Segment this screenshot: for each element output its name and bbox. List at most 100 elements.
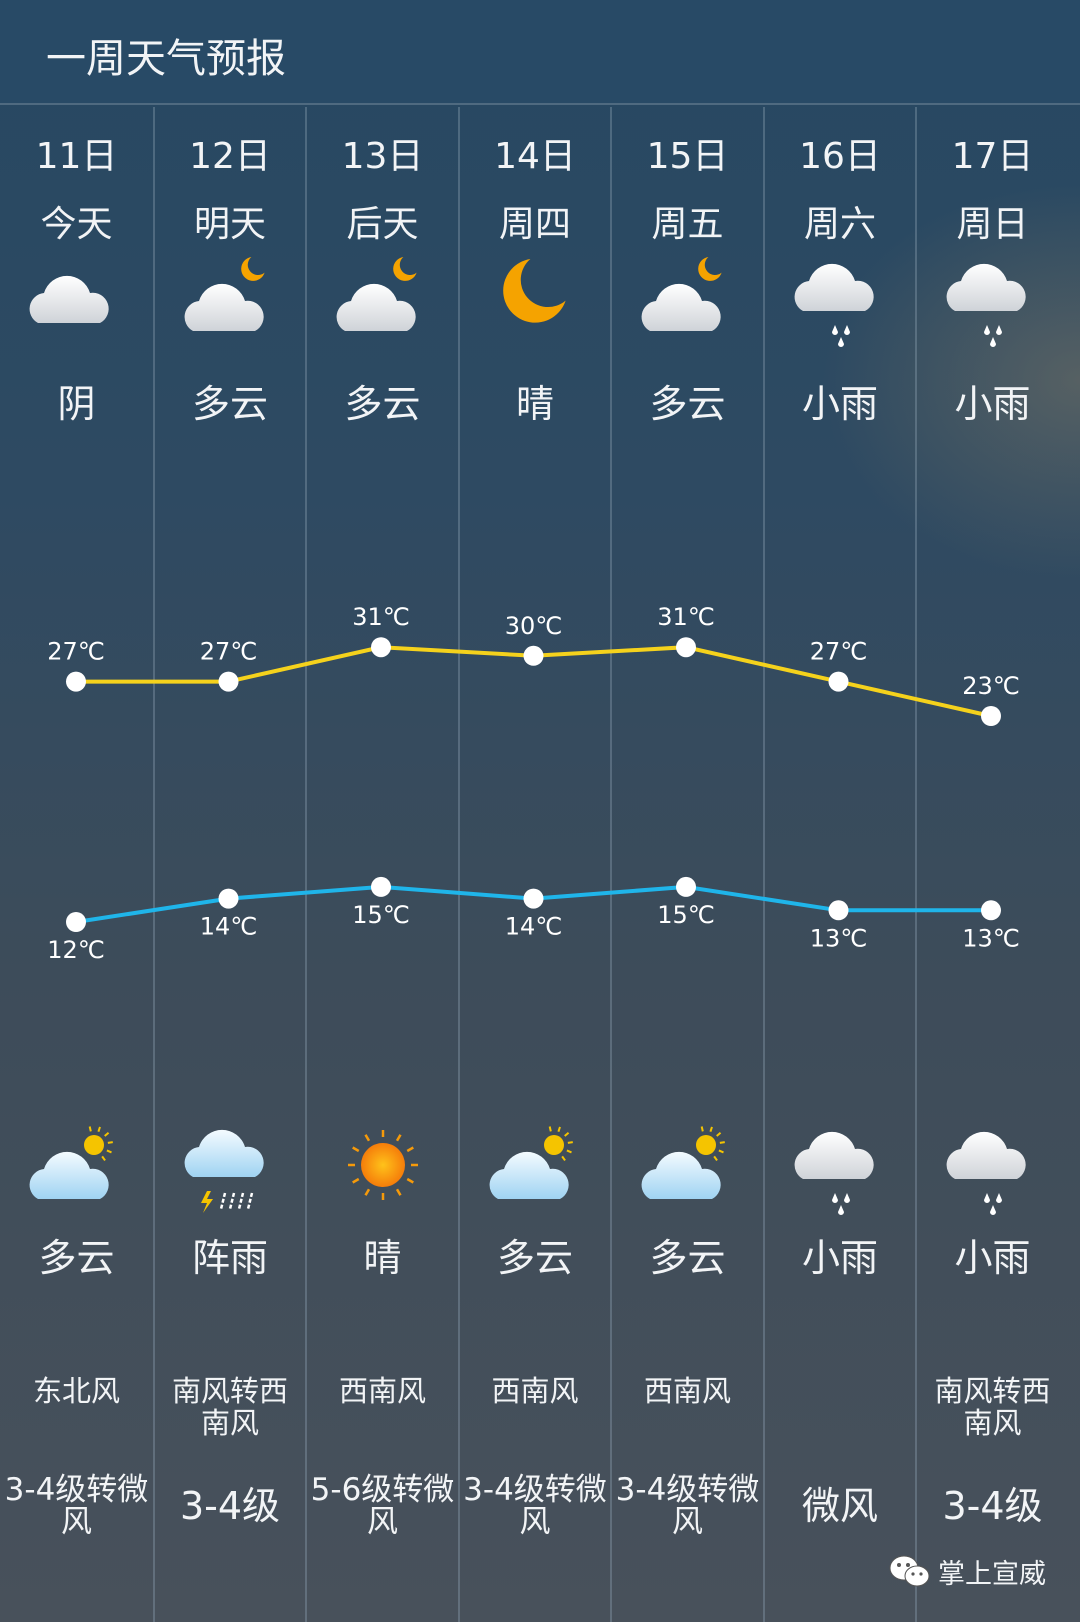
low-temp-label: 14℃ <box>505 913 563 941</box>
wind-direction: 南风转西南风 <box>171 1374 288 1440</box>
low-temp-label: 15℃ <box>352 901 410 929</box>
day-weekday: 后天 <box>346 204 419 245</box>
partly-cloudy-night-icon <box>181 255 281 350</box>
day-weather: 阴 <box>57 382 96 426</box>
low-temp-point <box>218 888 239 909</box>
high-temp-label: 31℃ <box>657 603 715 631</box>
low-temp-label: 15℃ <box>657 901 715 929</box>
low-temp-point <box>676 876 696 897</box>
day-weather: 晴 <box>515 382 554 426</box>
high-temp-point <box>66 671 86 692</box>
night-weather: 晴 <box>363 1236 402 1280</box>
low-temp-label: 13℃ <box>962 924 1020 952</box>
wind-level-text: 微风 <box>801 1484 878 1528</box>
partly-cloudy-day-icon <box>26 1123 126 1218</box>
day-column: 11日 今天 阴 多云 东北风 3-4级转微风 <box>0 107 153 1622</box>
wechat-icon <box>889 1555 930 1586</box>
wind-level: 3-4级转微风 <box>0 1472 153 1540</box>
day-weekday: 周日 <box>956 204 1029 245</box>
low-temp-point <box>523 888 544 909</box>
low-temp-point <box>371 876 391 897</box>
night-weather: 阵雨 <box>191 1236 268 1280</box>
day-column: 14日 周四 晴 多云 西南风 3-4级转微风 <box>457 107 611 1622</box>
wind-level-text: 3-4级转微风 <box>4 1472 149 1540</box>
brand-watermark: 掌上宣威 <box>888 1552 1046 1591</box>
wind-level-text: 5-6级转微风 <box>310 1472 455 1540</box>
day-weekday: 周五 <box>651 204 724 245</box>
light-rain-icon <box>943 255 1043 350</box>
light-rain-icon <box>943 1123 1043 1218</box>
high-temp-point <box>218 671 239 692</box>
header: 一周天气预报 <box>0 0 1080 105</box>
day-date: 11日 <box>35 136 118 177</box>
night-weather: 多云 <box>649 1236 726 1280</box>
day-weekday: 周四 <box>498 204 571 245</box>
day-date: 17日 <box>951 136 1034 177</box>
high-temp-point <box>828 671 849 692</box>
partly-cloudy-night-icon <box>333 255 433 350</box>
wind-direction: 东北风 <box>32 1374 120 1408</box>
partly-cloudy-day-icon <box>638 1123 738 1218</box>
wind-level: 5-6级转微风 <box>307 1472 458 1540</box>
wind-level-text: 3-4级转微风 <box>615 1472 760 1540</box>
wind-direction: 西南风 <box>643 1374 731 1408</box>
wind-direction: 西南风 <box>338 1374 426 1408</box>
high-temp-point <box>523 645 544 666</box>
day-date: 14日 <box>494 136 576 177</box>
high-temp-label: 30℃ <box>505 612 563 640</box>
day-weather: 小雨 <box>801 382 878 426</box>
wind-level: 3-4级转微风 <box>612 1472 763 1540</box>
day-date: 16日 <box>799 136 881 177</box>
partly-cloudy-night-icon <box>638 255 738 350</box>
page-title: 一周天气预报 <box>46 36 286 82</box>
wind-direction: 西南风 <box>491 1374 579 1408</box>
wind-level-text: 3-4级 <box>179 1484 281 1528</box>
day-weekday: 周六 <box>803 204 876 245</box>
high-temp-point <box>676 637 696 658</box>
low-temp-label: 14℃ <box>200 913 258 941</box>
day-weekday: 今天 <box>40 204 113 245</box>
night-weather: 多云 <box>38 1236 115 1280</box>
day-weekday: 明天 <box>193 204 266 245</box>
day-date: 13日 <box>341 136 424 177</box>
high-temp-point <box>981 706 1001 726</box>
sun-icon <box>333 1123 433 1218</box>
night-weather: 多云 <box>496 1236 573 1280</box>
high-temp-label: 27℃ <box>810 638 868 666</box>
light-rain-icon <box>791 255 891 350</box>
day-date: 15日 <box>646 136 729 177</box>
day-column: 16日 周六 小雨 小雨 微风 <box>762 107 916 1622</box>
day-weather: 多云 <box>649 382 726 426</box>
day-weather: 多云 <box>344 382 421 426</box>
wind-level-text: 3-4级 <box>942 1484 1043 1528</box>
thundershower-icon <box>181 1123 281 1218</box>
background-glow <box>820 180 1080 580</box>
high-temp-point <box>371 637 391 658</box>
partly-cloudy-day-icon <box>486 1123 586 1218</box>
day-column: 13日 后天 多云 晴 西南风 5-6级转微风 <box>305 107 458 1622</box>
night-weather: 小雨 <box>954 1236 1031 1280</box>
moon-icon <box>486 255 586 350</box>
low-temp-label: 12℃ <box>47 936 105 964</box>
day-weather: 多云 <box>191 382 268 426</box>
low-temp-point <box>981 900 1001 921</box>
light-rain-icon <box>791 1123 891 1218</box>
wind-level: 3-4级 <box>155 1472 306 1540</box>
day-weather: 小雨 <box>954 382 1031 426</box>
low-temp-label: 13℃ <box>810 924 868 952</box>
night-weather: 小雨 <box>801 1236 878 1280</box>
wind-level: 3-4级转微风 <box>460 1472 611 1540</box>
high-temp-label: 23℃ <box>962 672 1020 700</box>
brand-name: 掌上宣威 <box>938 1559 1046 1590</box>
high-temp-label: 27℃ <box>47 638 105 666</box>
high-temp-label: 27℃ <box>200 638 258 666</box>
day-column: 15日 周五 多云 多云 西南风 3-4级转微风 <box>610 107 763 1622</box>
wind-level: 微风 <box>765 1472 916 1540</box>
day-column: 12日 明天 多云 阵雨 南风转西南风 3-4级 <box>152 107 306 1622</box>
wind-direction: 南风转西南风 <box>934 1374 1051 1440</box>
wind-level-text: 3-4级转微风 <box>463 1472 607 1540</box>
day-column: 17日 周日 小雨 小雨 南风转西南风 3-4级 <box>915 107 1068 1622</box>
low-temp-point <box>828 900 849 921</box>
wind-level: 3-4级 <box>917 1472 1068 1540</box>
